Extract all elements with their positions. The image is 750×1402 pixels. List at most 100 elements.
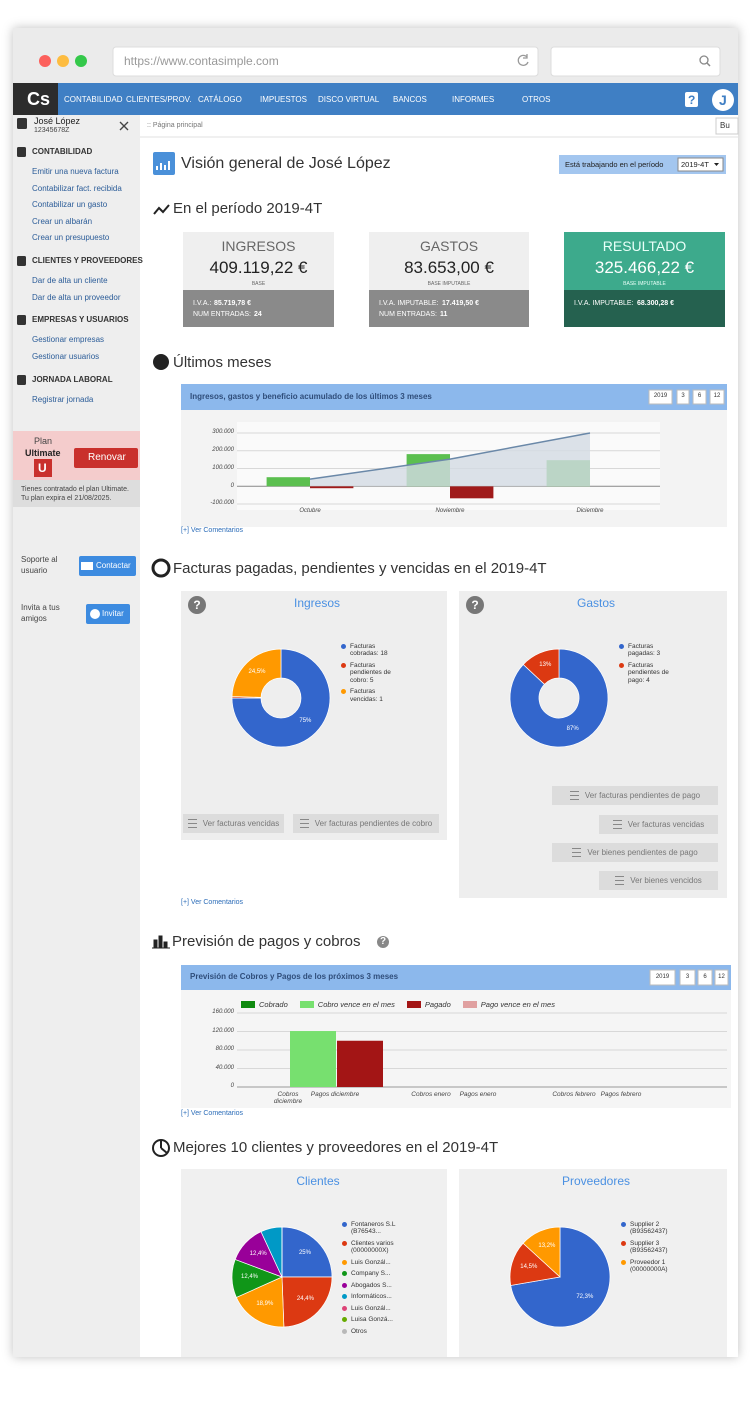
period-button-label[interactable]: 3 bbox=[681, 393, 685, 400]
button[interactable]: Ver facturas vencidas bbox=[183, 814, 284, 833]
nav-item[interactable]: CONTABILIDAD bbox=[64, 95, 123, 105]
sidebar-link[interactable]: Dar de alta un cliente bbox=[32, 276, 108, 286]
help-circle[interactable] bbox=[188, 596, 206, 614]
nav-item[interactable]: CATÁLOGO bbox=[198, 95, 242, 105]
period-button[interactable] bbox=[649, 969, 676, 986]
card-footer bbox=[183, 290, 334, 327]
plan-note: Tienes contratado el plan Ultimate. bbox=[21, 486, 129, 493]
legend-item: Facturas pendientes de cobro: 5 bbox=[341, 662, 393, 684]
bar bbox=[290, 1031, 336, 1087]
card-detail-label: NUM ENTRADAS: bbox=[193, 310, 251, 318]
nav-item[interactable]: BANCOS bbox=[393, 95, 427, 105]
search-button[interactable] bbox=[715, 117, 739, 135]
sidebar-link[interactable]: Dar de alta un proveedor bbox=[32, 292, 121, 302]
mail-icon bbox=[81, 562, 93, 570]
button[interactable]: Ver facturas pendientes de cobro bbox=[293, 814, 439, 833]
address-bar[interactable] bbox=[112, 46, 539, 77]
section-title: Mejores 10 clientes y proveedores en el … bbox=[173, 1139, 499, 1156]
y-tick-label: 100.000 bbox=[212, 464, 234, 471]
legend-label: Otros bbox=[351, 1327, 367, 1335]
window-zoom[interactable] bbox=[75, 55, 87, 67]
slice bbox=[509, 648, 609, 748]
search-button-label[interactable]: Bu bbox=[720, 121, 730, 130]
button-label[interactable]: Ver facturas pendientes de pago bbox=[584, 791, 701, 800]
invite-button[interactable] bbox=[86, 604, 130, 624]
renew-label[interactable]: Renovar bbox=[88, 452, 126, 463]
sidebar-link[interactable]: Registrar jornada bbox=[32, 395, 94, 405]
nav-item[interactable]: INFORMES bbox=[452, 95, 495, 105]
navbar bbox=[13, 83, 738, 115]
nav-item[interactable]: DISCO VIRTUAL bbox=[318, 95, 380, 105]
legend-item: Informáticos... bbox=[342, 1293, 396, 1300]
button-label[interactable]: Ver facturas vencidas bbox=[202, 819, 280, 828]
period-select[interactable] bbox=[677, 157, 724, 172]
nav-item[interactable]: IMPUESTOS bbox=[260, 95, 307, 105]
logo-box[interactable] bbox=[13, 83, 58, 115]
button[interactable]: Ver bienes pendientes de pago bbox=[552, 843, 718, 862]
bar bbox=[266, 477, 310, 487]
sidebar-link[interactable]: Crear un presupuesto bbox=[32, 233, 110, 243]
refresh-icon bbox=[151, 558, 171, 578]
avatar-initial[interactable]: J bbox=[719, 92, 727, 108]
nav-item[interactable]: OTROS bbox=[522, 95, 551, 105]
period-button-label[interactable]: 2019 bbox=[653, 393, 668, 400]
help-icon[interactable]: ? bbox=[471, 597, 479, 612]
sidebar-link[interactable]: Gestionar empresas bbox=[32, 335, 105, 345]
period-value[interactable]: 2019-4T bbox=[681, 160, 709, 169]
period-button-label[interactable]: 12 bbox=[718, 973, 725, 980]
card-detail-label: I.V.A. IMPUTABLE: bbox=[574, 299, 634, 307]
nav-item[interactable]: CLIENTES/PROV. bbox=[126, 95, 192, 105]
period-button-label[interactable]: 3 bbox=[685, 973, 690, 980]
period-button-label[interactable]: 12 bbox=[713, 393, 721, 400]
button[interactable]: Ver bienes vencidos bbox=[599, 871, 718, 890]
window-minimize[interactable] bbox=[57, 55, 69, 67]
period-button-label[interactable]: 2019 bbox=[655, 973, 670, 980]
help-circle[interactable] bbox=[466, 596, 484, 614]
sidebar-link[interactable]: Contabilizar fact. recibida bbox=[32, 183, 122, 193]
card-detail-value: 11 bbox=[440, 310, 448, 318]
period-button[interactable] bbox=[648, 389, 673, 405]
contact-label[interactable]: Contactar bbox=[96, 561, 131, 570]
card-amount: 325.466,22 € bbox=[594, 258, 695, 278]
period-button[interactable] bbox=[692, 389, 707, 405]
help-button[interactable] bbox=[685, 92, 698, 107]
slice-label: 24,5% bbox=[248, 669, 266, 676]
breadcrumb[interactable]: :: Página principal bbox=[147, 122, 203, 129]
button-label[interactable]: Ver facturas pendientes de cobro bbox=[314, 819, 433, 828]
button-label[interactable]: Ver bienes vencidos bbox=[630, 876, 702, 885]
comments-link[interactable]: [+] Ver Comentarios bbox=[181, 899, 244, 906]
button-label[interactable]: Ver bienes pendientes de pago bbox=[587, 848, 698, 857]
contact-button[interactable] bbox=[79, 556, 136, 576]
legend-label: Luis Gonzál... bbox=[351, 1258, 391, 1266]
help-icon[interactable]: ? bbox=[377, 936, 389, 948]
period-button-label[interactable]: 6 bbox=[703, 973, 707, 980]
legend-swatch bbox=[342, 1282, 347, 1288]
switch-icon[interactable] bbox=[119, 121, 129, 131]
sidebar-link[interactable]: Emitir una nueva factura bbox=[32, 167, 119, 177]
invite-label[interactable]: Invitar bbox=[102, 609, 124, 618]
comments-link[interactable]: [+] Ver Comentarios bbox=[181, 527, 244, 534]
y-tick-label: 80.000 bbox=[215, 1046, 234, 1053]
period-button[interactable] bbox=[714, 969, 729, 986]
period-button[interactable] bbox=[676, 389, 690, 405]
reload-icon[interactable] bbox=[517, 54, 529, 66]
button-label[interactable]: Ver facturas vencidas bbox=[627, 820, 705, 829]
logo[interactable]: Cs bbox=[27, 89, 51, 109]
comments-link[interactable]: [+] Ver Comentarios bbox=[181, 1110, 244, 1117]
period-button-label[interactable]: 6 bbox=[697, 393, 702, 400]
help-label[interactable]: ? bbox=[688, 93, 696, 107]
button[interactable]: Ver facturas pendientes de pago bbox=[552, 786, 718, 805]
window-close[interactable] bbox=[39, 55, 51, 67]
search-box[interactable] bbox=[550, 46, 721, 77]
sidebar-link[interactable]: Gestionar usuarios bbox=[32, 351, 100, 361]
avatar[interactable] bbox=[712, 89, 734, 111]
period-button[interactable] bbox=[679, 969, 696, 986]
renew-button[interactable] bbox=[74, 448, 138, 468]
bars-icon bbox=[152, 935, 170, 949]
button[interactable]: Ver facturas vencidas bbox=[599, 815, 718, 834]
period-button[interactable] bbox=[709, 389, 725, 405]
help-icon[interactable]: ? bbox=[193, 597, 201, 612]
period-button[interactable] bbox=[697, 969, 713, 986]
sidebar-link[interactable]: Contabilizar un gasto bbox=[32, 200, 108, 210]
sidebar-link[interactable]: Crear un albarán bbox=[32, 216, 93, 226]
